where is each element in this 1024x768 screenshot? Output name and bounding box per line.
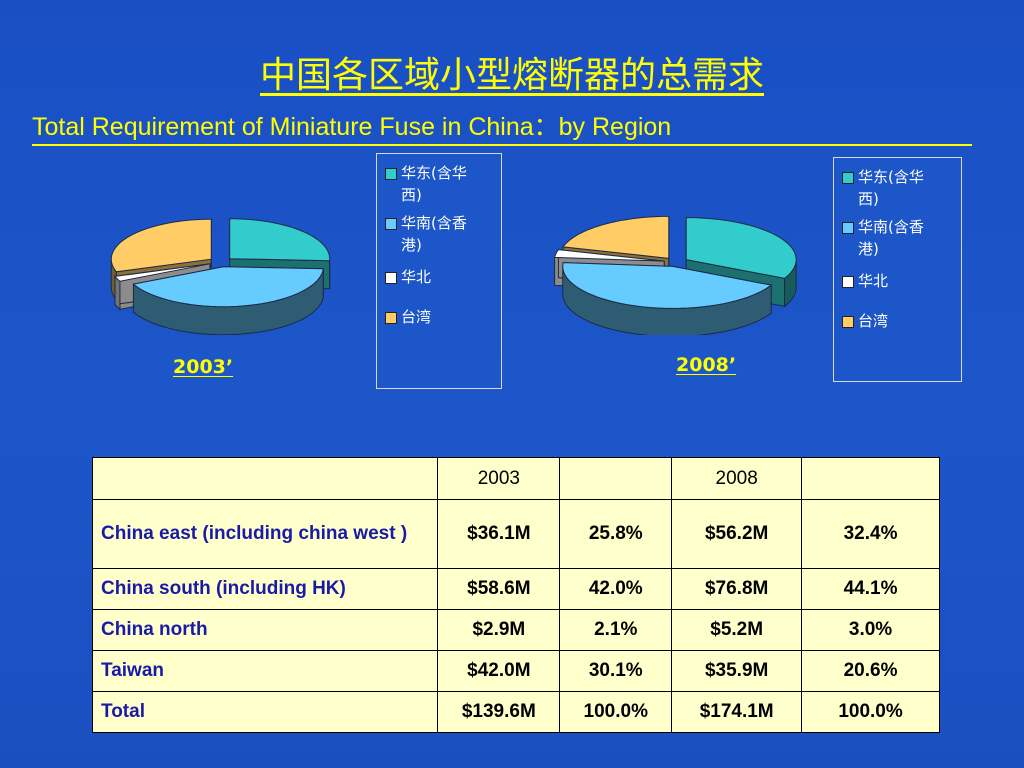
- legend-swatch: [842, 316, 854, 328]
- table-cell: 3.0%: [801, 609, 940, 652]
- table-cell: 2.1%: [559, 609, 673, 652]
- table-header-cell: [559, 457, 673, 500]
- table-cell: 100.0%: [801, 691, 940, 733]
- table-header-cell: 2008: [671, 457, 803, 500]
- legend-item: 华东(含华 西): [383, 162, 495, 206]
- legend-swatch: [385, 168, 397, 180]
- table-row: China north $2.9M 2.1% $5.2M 3.0%: [91, 609, 940, 652]
- table-row: Total $139.6M 100.0% $174.1M 100.0%: [91, 691, 940, 733]
- legend-swatch: [385, 272, 397, 284]
- legend-swatch: [842, 222, 854, 234]
- table-cell: 42.0%: [559, 568, 673, 611]
- legend-label: 华北: [858, 272, 889, 290]
- table-row-label: China north: [91, 609, 439, 652]
- legend-label: 台湾: [858, 312, 889, 330]
- table-row-label: Taiwan: [91, 650, 439, 693]
- legend-label: 台湾: [401, 308, 432, 326]
- legend-item: 华东(含华 西): [840, 166, 955, 210]
- legend-swatch: [842, 276, 854, 288]
- table-cell: $2.9M: [437, 609, 561, 652]
- pie-legend-2008: 华东(含华 西) 华南(含香 港) 华北台湾: [833, 157, 962, 382]
- table-row-label: China east (including china west ): [91, 498, 439, 570]
- table-row-label: China south (including HK): [91, 568, 439, 611]
- legend-item: 台湾: [840, 310, 955, 332]
- pie-chart-2003: [110, 218, 331, 335]
- table-cell: $76.8M: [671, 568, 803, 611]
- legend-item: 华南(含香 港): [840, 216, 955, 260]
- table-row: China east (including china west ) $36.1M…: [91, 498, 940, 570]
- table-cell: $5.2M: [671, 609, 803, 652]
- legend-swatch: [385, 218, 397, 230]
- page-title-chinese: 中国各区域小型熔断器的总需求: [259, 55, 764, 96]
- table-header-cell: 2003: [437, 457, 561, 500]
- table-cell: 32.4%: [801, 498, 940, 570]
- legend-label: 华南(含香 港): [401, 214, 467, 254]
- table-cell: 100.0%: [559, 691, 673, 733]
- pie-slice: [132, 266, 324, 335]
- table-header-cell: [801, 457, 940, 500]
- legend-label: 华南(含香 港): [858, 218, 924, 258]
- pie-year-label-2003: 2003’: [173, 356, 234, 378]
- table-cell: $42.0M: [437, 650, 561, 693]
- table-cell: $139.6M: [437, 691, 561, 733]
- table-row-label: Total: [91, 691, 439, 733]
- table-cell: $36.1M: [437, 498, 561, 570]
- fuse-requirement-table: 2003 2008 China east (including china we…: [91, 457, 940, 733]
- legend-item: 华南(含香 港): [383, 212, 495, 256]
- legend-item: 台湾: [383, 306, 495, 328]
- table-cell: $58.6M: [437, 568, 561, 611]
- legend-label: 华北: [401, 268, 432, 286]
- table-cell: 44.1%: [801, 568, 940, 611]
- pie-legend-2003: 华东(含华 西) 华南(含香 港) 华北台湾: [376, 153, 502, 389]
- table-cell: $35.9M: [671, 650, 803, 693]
- legend-item: 华北: [840, 270, 955, 292]
- legend-swatch: [842, 172, 854, 184]
- legend-label: 华东(含华 西): [858, 168, 924, 208]
- pie-chart-2008: [554, 215, 797, 335]
- table-cell: 25.8%: [559, 498, 673, 570]
- legend-label: 华东(含华 西): [401, 164, 467, 204]
- table-row: China south (including HK) $58.6M 42.0% $76…: [91, 568, 940, 611]
- pie-slice: [562, 262, 773, 335]
- table-row: Taiwan $42.0M 30.1% $35.9M 20.6%: [91, 650, 940, 693]
- pie-year-label-2008: 2008’: [676, 354, 737, 376]
- table-cell: $56.2M: [671, 498, 803, 570]
- legend-item: 华北: [383, 266, 495, 288]
- legend-swatch: [385, 312, 397, 324]
- table-cell: 30.1%: [559, 650, 673, 693]
- table-header-row: 2003 2008: [91, 457, 940, 500]
- table-cell: 20.6%: [801, 650, 940, 693]
- table-cell: $174.1M: [671, 691, 803, 733]
- table-header-cell: [91, 457, 439, 500]
- page-title-english: Total Requirement of Miniature Fuse in C…: [32, 112, 972, 146]
